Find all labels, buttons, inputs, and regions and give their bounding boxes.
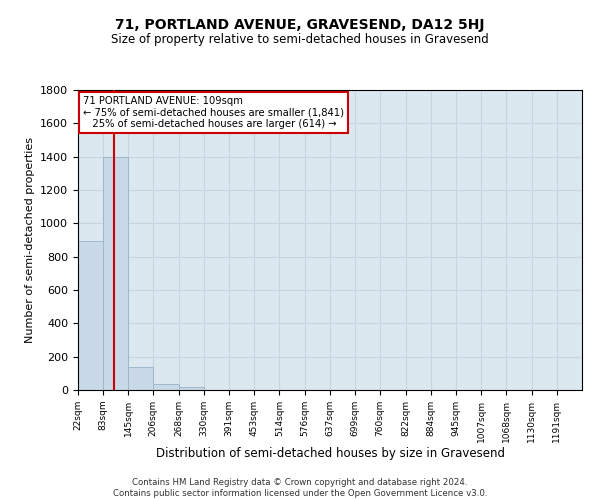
X-axis label: Distribution of semi-detached houses by size in Gravesend: Distribution of semi-detached houses by … bbox=[155, 448, 505, 460]
Bar bbox=[154, 384, 179, 390]
Text: 71 PORTLAND AVENUE: 109sqm
← 75% of semi-detached houses are smaller (1,841)
   : 71 PORTLAND AVENUE: 109sqm ← 75% of semi… bbox=[83, 96, 344, 129]
Bar bbox=[103, 156, 128, 390]
Text: Size of property relative to semi-detached houses in Gravesend: Size of property relative to semi-detach… bbox=[111, 32, 489, 46]
Text: 71, PORTLAND AVENUE, GRAVESEND, DA12 5HJ: 71, PORTLAND AVENUE, GRAVESEND, DA12 5HJ bbox=[115, 18, 485, 32]
Y-axis label: Number of semi-detached properties: Number of semi-detached properties bbox=[25, 137, 35, 343]
Bar bbox=[78, 241, 103, 390]
Bar bbox=[128, 366, 154, 390]
Bar bbox=[179, 386, 204, 390]
Text: Contains HM Land Registry data © Crown copyright and database right 2024.
Contai: Contains HM Land Registry data © Crown c… bbox=[113, 478, 487, 498]
